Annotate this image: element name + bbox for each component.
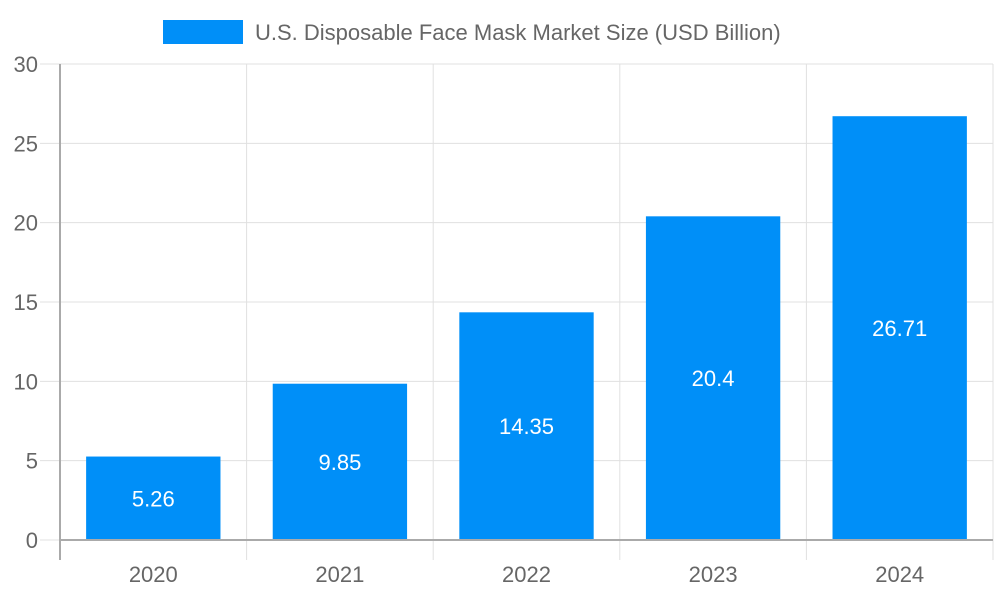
bar xyxy=(86,456,221,540)
y-tick-label: 15 xyxy=(14,290,38,315)
bar xyxy=(459,312,594,540)
bar xyxy=(832,116,967,541)
y-tick-label: 0 xyxy=(26,528,38,553)
bar xyxy=(272,383,408,540)
legend-swatch xyxy=(163,20,243,44)
data-label: 9.85 xyxy=(318,450,361,475)
y-tick-label: 30 xyxy=(14,52,38,77)
legend-label: U.S. Disposable Face Mask Market Size (U… xyxy=(255,20,781,45)
data-label: 26.71 xyxy=(872,316,927,341)
x-tick-label: 2020 xyxy=(129,562,178,587)
y-tick-label: 5 xyxy=(26,449,38,474)
x-tick-label: 2024 xyxy=(875,562,924,587)
legend[interactable]: U.S. Disposable Face Mask Market Size (U… xyxy=(163,20,781,45)
x-tick-label: 2022 xyxy=(502,562,551,587)
bar xyxy=(645,216,781,540)
data-label: 5.26 xyxy=(132,486,175,511)
axes: 0 5 10 15 20 25 30 2020 2021 2022 2023 2024 xyxy=(14,52,993,587)
y-tick-label: 25 xyxy=(14,131,38,156)
data-label: 20.4 xyxy=(692,366,735,391)
x-tick-label: 2021 xyxy=(315,562,364,587)
y-tick-label: 10 xyxy=(14,369,38,394)
x-tick-label: 2023 xyxy=(689,562,738,587)
y-tick-label: 20 xyxy=(14,211,38,236)
bars: 5.26 9.85 14.35 20.4 26.71 xyxy=(86,116,967,541)
data-label: 14.35 xyxy=(499,414,554,439)
